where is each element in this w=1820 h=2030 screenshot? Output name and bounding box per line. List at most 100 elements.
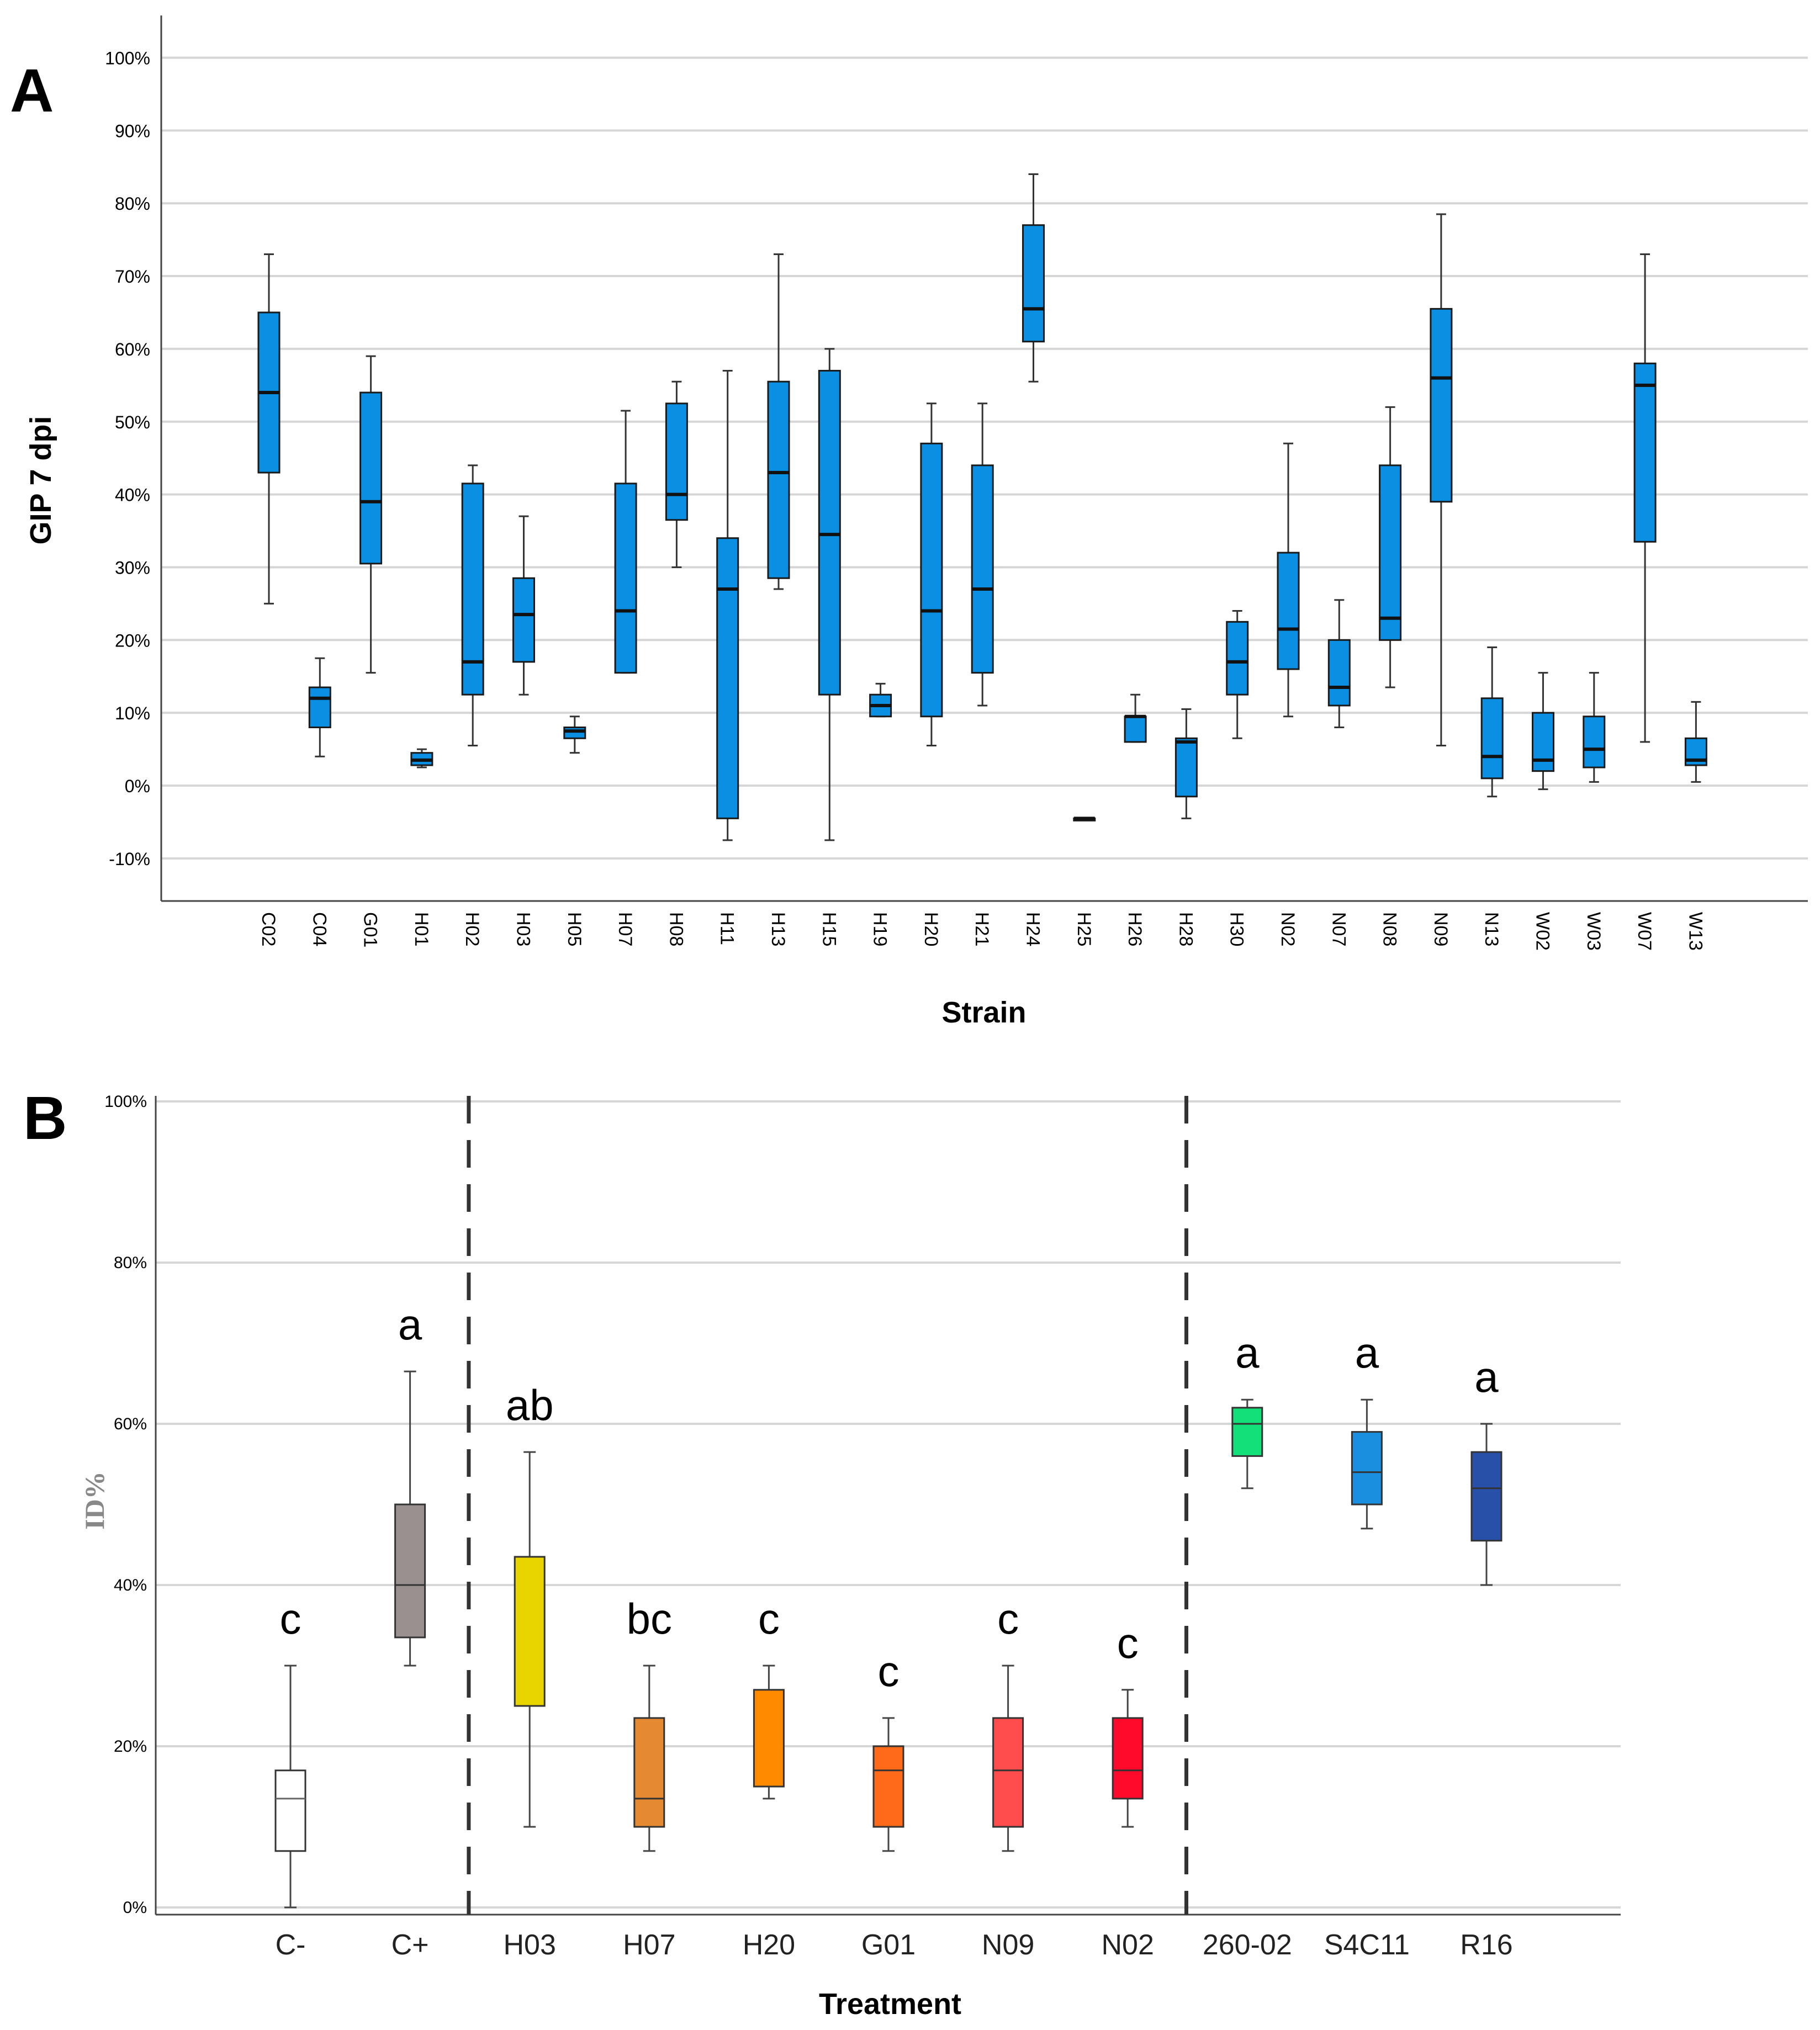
box-w02 <box>1532 672 1554 791</box>
box-body-n09 <box>1430 308 1453 503</box>
box-n09 <box>1430 213 1453 746</box>
panel-a-gridlines <box>161 56 1808 860</box>
box-body-h03 <box>514 1556 546 1707</box>
panel-a-x-tick-h26: H26 <box>1124 912 1145 946</box>
box-c <box>274 1665 306 1909</box>
panel-a: A -10%0%10%20%30%40%50%60%70%80%90%100% … <box>10 15 1808 1029</box>
sig-letter-g01: c <box>878 1647 900 1695</box>
panel-a-x-tick-n13: N13 <box>1481 912 1502 946</box>
box-g01 <box>359 355 383 674</box>
panel-a-letter: A <box>10 57 54 125</box>
panel-b-x-tick-labels: C- C+ H03 H07 H20 G01 N09 N02 260-02 S4C11 R16 <box>276 1929 1513 1961</box>
panel-a-y-tick-10: -10% <box>109 849 150 869</box>
panel-b-x-tick-c: C+ <box>391 1929 429 1961</box>
box-260-02 <box>1231 1398 1263 1490</box>
panel-a-x-tick-n08: N08 <box>1379 912 1400 946</box>
box-h13 <box>767 253 790 590</box>
panel-a-x-tick-h05: H05 <box>564 912 585 946</box>
box-n09 <box>992 1665 1024 1852</box>
sig-letter-n09: c <box>997 1594 1019 1643</box>
panel-a-x-tick-h21: H21 <box>971 912 992 946</box>
box-n13 <box>1480 646 1504 798</box>
box-body-n07 <box>1327 639 1351 707</box>
panel-a-x-tick-h19: H19 <box>870 912 891 946</box>
panel-b-boxes <box>274 1370 1502 1909</box>
box-h07 <box>633 1665 665 1852</box>
panel-a-x-tick-h30: H30 <box>1226 912 1247 946</box>
box-h01 <box>410 748 433 768</box>
panel-a-x-tick-h13: H13 <box>768 912 789 946</box>
box-h11 <box>716 369 739 841</box>
panel-a-y-tick-30: 30% <box>115 558 150 577</box>
box-body-n02 <box>1112 1717 1144 1800</box>
box-h20 <box>753 1665 785 1800</box>
box-c <box>394 1370 426 1667</box>
sig-letter-c: a <box>398 1300 422 1349</box>
box-h07 <box>614 410 637 674</box>
box-body-h07 <box>614 483 637 674</box>
box-h03 <box>512 515 535 696</box>
panel-b-axes <box>155 1096 1621 1916</box>
panel-a-x-tick-n09: N09 <box>1430 912 1451 946</box>
panel-b-x-tick-c: C- <box>276 1929 306 1961</box>
panel-b-y-tick-80: 80% <box>114 1254 147 1272</box>
box-body-g01 <box>359 391 383 565</box>
box-c04 <box>308 657 331 757</box>
box-h21 <box>971 402 994 707</box>
panel-b-y-tick-labels: 0% 20% 40% 60% 80% 100% <box>104 1093 147 1917</box>
panel-a-x-tick-w03: W03 <box>1583 912 1604 951</box>
panel-b-x-tick-h20: H20 <box>743 1929 795 1961</box>
box-body-w03 <box>1583 715 1606 768</box>
box-h15 <box>818 348 841 841</box>
panel-a-x-tick-g01: G01 <box>360 912 381 947</box>
box-body-h15 <box>818 369 841 696</box>
panel-a-x-tick-w13: W13 <box>1685 912 1706 951</box>
panel-b-x-tick-g01: G01 <box>861 1929 916 1961</box>
box-body-h02 <box>461 483 484 696</box>
panel-b-y-tick-0: 0% <box>123 1899 147 1917</box>
panel-a-x-tick-h11: H11 <box>717 912 738 945</box>
box-body-h21 <box>971 464 994 674</box>
panel-a-y-tick-10: 10% <box>115 703 150 723</box>
box-body-h26 <box>1124 715 1147 743</box>
panel-a-y-tick-20: 20% <box>115 630 150 650</box>
box-s4c11 <box>1351 1398 1383 1530</box>
panel-a-x-tick-h07: H07 <box>615 912 636 946</box>
box-h28 <box>1174 708 1198 819</box>
panel-b-x-tick-n09: N09 <box>982 1929 1034 1961</box>
box-h24 <box>1022 173 1045 383</box>
panel-a-x-tick-n07: N07 <box>1328 912 1349 946</box>
sig-letter-s4c11: a <box>1355 1328 1379 1377</box>
panel-b-y-axis-title: ID% <box>79 1471 110 1530</box>
panel-a-x-tick-h08: H08 <box>665 912 686 946</box>
panel-a-y-tick-60: 60% <box>115 340 150 359</box>
panel-b-x-tick-260-02: 260-02 <box>1203 1929 1292 1961</box>
panel-a-x-tick-w02: W02 <box>1532 912 1553 951</box>
sig-letter-r16: a <box>1474 1353 1499 1401</box>
panel-b-x-tick-h07: H07 <box>623 1929 675 1961</box>
box-g01 <box>872 1717 904 1852</box>
box-body-w02 <box>1532 712 1554 772</box>
panel-a-x-tick-h03: H03 <box>513 912 534 946</box>
panel-a-y-tick-80: 80% <box>115 194 150 214</box>
panel-a-x-tick-c02: C02 <box>258 912 279 946</box>
panel-b-letter: B <box>23 1084 67 1152</box>
panel-a-boxes <box>257 173 1707 841</box>
sig-letter-260-02: a <box>1235 1328 1260 1377</box>
box-n02 <box>1277 442 1300 718</box>
panel-b-x-tick-r16: R16 <box>1460 1929 1512 1961</box>
box-body-h05 <box>563 727 586 739</box>
box-h03 <box>514 1451 546 1828</box>
box-body-h13 <box>767 380 790 579</box>
box-body-h20 <box>753 1689 785 1788</box>
panel-b-x-tick-h03: H03 <box>503 1929 555 1961</box>
box-h20 <box>920 402 943 746</box>
panel-a-y-axis-title: GIP 7 dpi <box>24 416 57 544</box>
sig-letter-h03: ab <box>506 1381 554 1429</box>
panel-b-y-tick-100: 100% <box>104 1093 147 1111</box>
panel-b: B 0% 20% 40% 60% 80% 100% c a ab bc c c c c a a a C- C+ H… <box>23 1084 1621 2021</box>
box-body-h03 <box>512 577 535 663</box>
panel-a-y-tick-40: 40% <box>115 485 150 505</box>
box-n02 <box>1112 1689 1144 1828</box>
